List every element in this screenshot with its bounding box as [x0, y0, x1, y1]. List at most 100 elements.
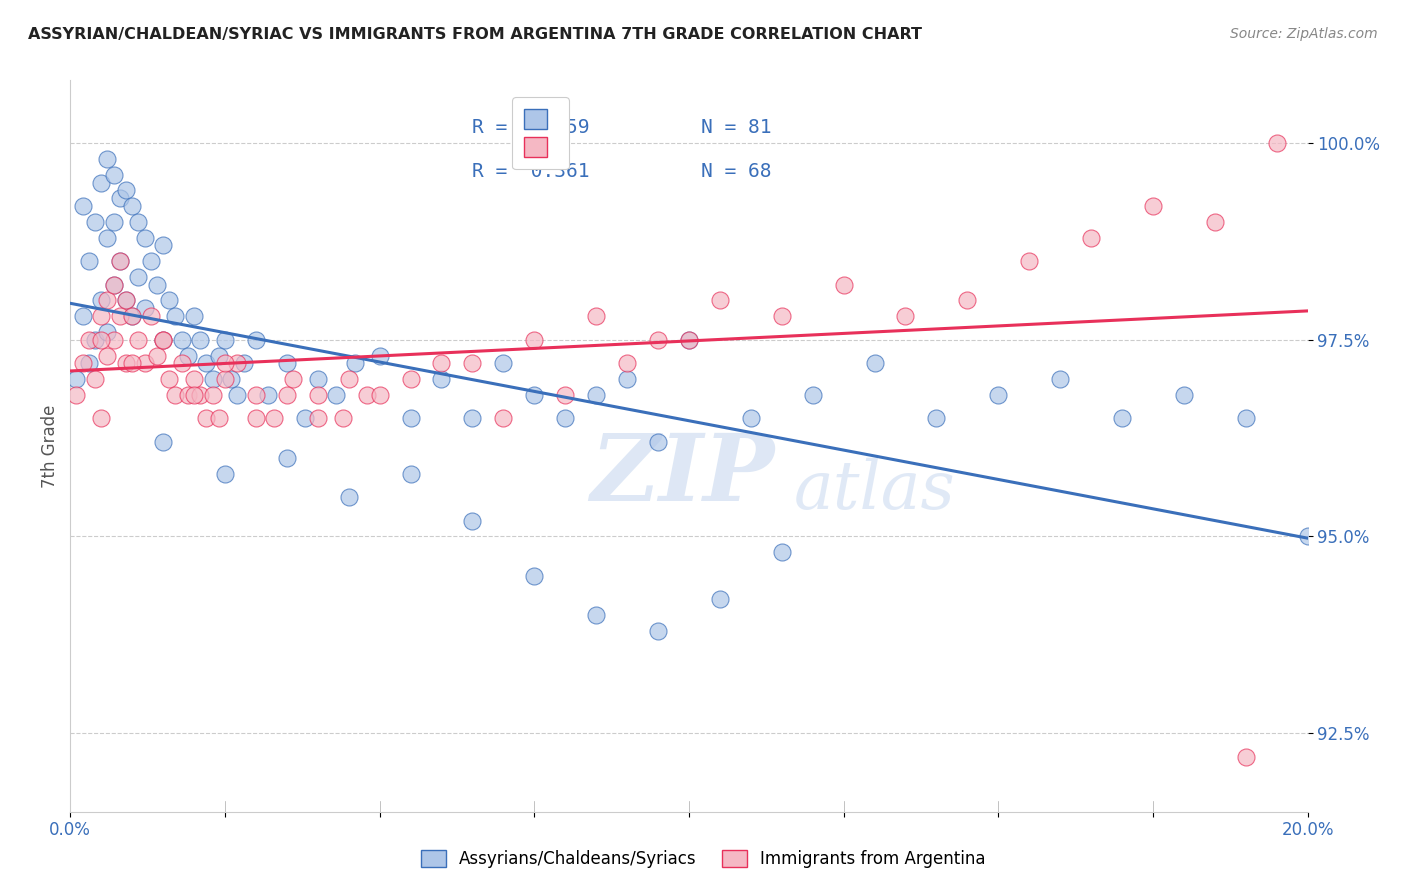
- Point: [245, 333, 267, 347]
- Text: ZIP: ZIP: [591, 430, 775, 520]
- Point: [368, 388, 391, 402]
- Point: [1234, 411, 1257, 425]
- Point: [115, 356, 138, 370]
- Point: [134, 301, 156, 316]
- Point: [115, 293, 138, 308]
- Point: [294, 411, 316, 425]
- Point: [523, 568, 546, 582]
- Point: [399, 467, 422, 481]
- Point: [72, 310, 94, 324]
- Point: [115, 293, 138, 308]
- Point: [170, 356, 193, 370]
- Point: [219, 372, 242, 386]
- Point: [103, 215, 125, 229]
- Point: [399, 411, 422, 425]
- Legend: , : ,: [512, 97, 568, 169]
- Point: [770, 310, 793, 324]
- Point: [368, 349, 391, 363]
- Point: [281, 372, 304, 386]
- Point: [165, 388, 187, 402]
- Point: [65, 372, 87, 386]
- Point: [72, 199, 94, 213]
- Point: [399, 372, 422, 386]
- Point: [770, 545, 793, 559]
- Point: [139, 310, 162, 324]
- Point: [554, 388, 576, 402]
- Point: [108, 310, 131, 324]
- Text: R =  0.361: R = 0.361: [472, 162, 591, 181]
- Point: [863, 356, 886, 370]
- Point: [492, 356, 515, 370]
- Point: [188, 388, 211, 402]
- Point: [523, 388, 546, 402]
- Point: [77, 356, 100, 370]
- Point: [356, 388, 378, 402]
- Point: [157, 372, 180, 386]
- Point: [801, 388, 824, 402]
- Point: [1296, 529, 1319, 543]
- Point: [103, 277, 125, 292]
- Point: [77, 333, 100, 347]
- Text: R = -0.159: R = -0.159: [472, 119, 591, 137]
- Point: [1111, 411, 1133, 425]
- Point: [1234, 749, 1257, 764]
- Point: [170, 333, 193, 347]
- Point: [430, 356, 453, 370]
- Point: [121, 356, 143, 370]
- Point: [127, 269, 149, 284]
- Point: [956, 293, 979, 308]
- Point: [678, 333, 700, 347]
- Point: [157, 293, 180, 308]
- Text: N = 81: N = 81: [702, 119, 772, 137]
- Point: [232, 356, 254, 370]
- Point: [307, 411, 329, 425]
- Point: [214, 356, 236, 370]
- Point: [709, 293, 731, 308]
- Point: [90, 310, 112, 324]
- Point: [214, 372, 236, 386]
- Point: [108, 254, 131, 268]
- Y-axis label: 7th Grade: 7th Grade: [41, 404, 59, 488]
- Point: [585, 608, 607, 623]
- Point: [208, 349, 231, 363]
- Point: [214, 467, 236, 481]
- Point: [226, 356, 249, 370]
- Point: [108, 191, 131, 205]
- Point: [96, 293, 118, 308]
- Point: [90, 411, 112, 425]
- Point: [103, 277, 125, 292]
- Point: [461, 514, 484, 528]
- Point: [1173, 388, 1195, 402]
- Point: [177, 388, 200, 402]
- Point: [96, 152, 118, 166]
- Point: [134, 230, 156, 244]
- Point: [257, 388, 280, 402]
- Legend: Assyrians/Chaldeans/Syriacs, Immigrants from Argentina: Assyrians/Chaldeans/Syriacs, Immigrants …: [413, 843, 993, 875]
- Point: [90, 176, 112, 190]
- Point: [430, 372, 453, 386]
- Point: [84, 215, 107, 229]
- Point: [146, 349, 169, 363]
- Point: [121, 199, 143, 213]
- Point: [195, 356, 218, 370]
- Point: [337, 490, 360, 504]
- Point: [90, 293, 112, 308]
- Point: [523, 333, 546, 347]
- Point: [195, 411, 218, 425]
- Point: [343, 356, 366, 370]
- Point: [1080, 230, 1102, 244]
- Point: [226, 388, 249, 402]
- Point: [177, 349, 200, 363]
- Point: [925, 411, 948, 425]
- Point: [84, 372, 107, 386]
- Point: [152, 333, 174, 347]
- Point: [121, 310, 143, 324]
- Point: [1265, 136, 1288, 151]
- Point: [127, 215, 149, 229]
- Point: [152, 333, 174, 347]
- Point: [96, 349, 118, 363]
- Point: [146, 277, 169, 292]
- Point: [96, 325, 118, 339]
- Point: [1204, 215, 1226, 229]
- Text: N = 68: N = 68: [702, 162, 772, 181]
